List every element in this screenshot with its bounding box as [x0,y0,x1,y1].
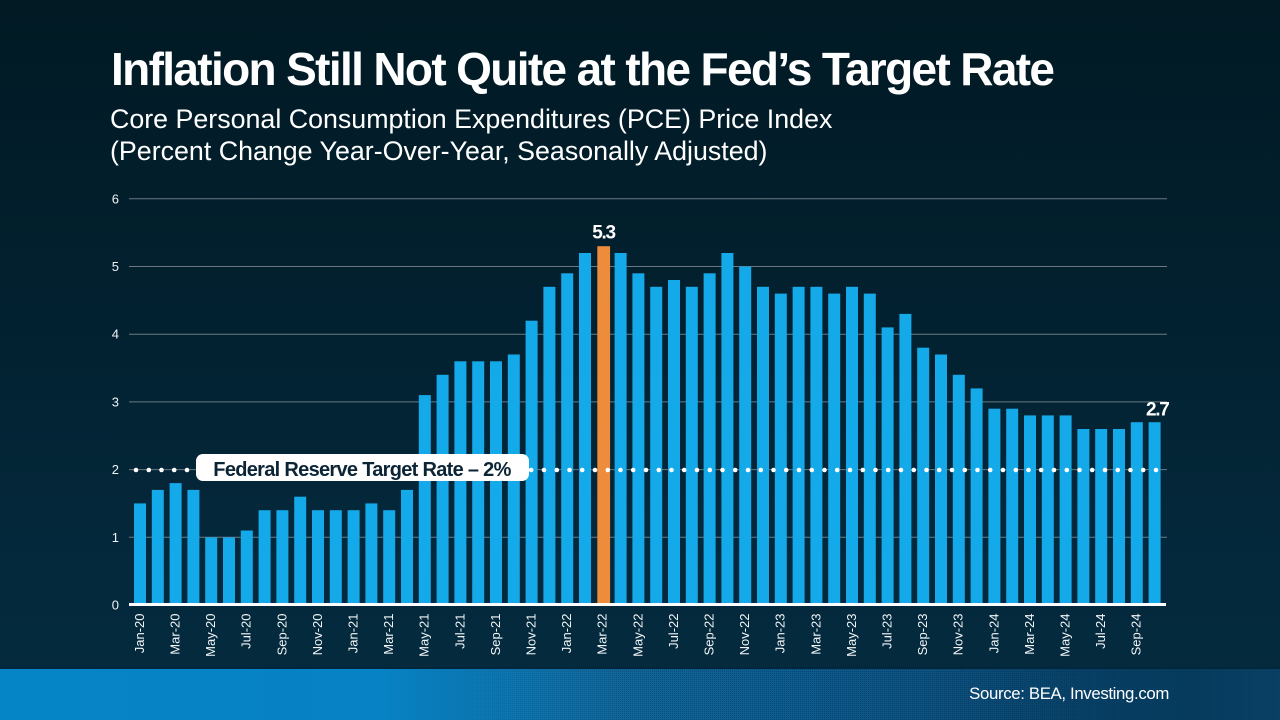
svg-text:Sep-20: Sep-20 [274,614,289,656]
svg-text:Nov-21: Nov-21 [524,614,539,656]
svg-text:3: 3 [112,394,119,409]
svg-text:5: 5 [112,259,119,274]
svg-text:Nov-22: Nov-22 [737,614,752,656]
svg-text:May-22: May-22 [630,614,645,657]
svg-text:May-20: May-20 [203,614,218,657]
svg-text:Nov-20: Nov-20 [310,614,325,656]
svg-text:Jan-22: Jan-22 [559,614,574,654]
svg-text:0: 0 [112,598,119,613]
svg-text:May-23: May-23 [844,614,859,657]
svg-text:Mar-23: Mar-23 [808,614,823,655]
svg-text:Sep-23: Sep-23 [915,614,930,656]
svg-text:2.7: 2.7 [1146,400,1169,421]
svg-text:Mar-20: Mar-20 [168,614,183,655]
svg-text:Sep-24: Sep-24 [1129,614,1144,656]
svg-text:Jul-22: Jul-22 [666,614,681,649]
svg-text:Jan-21: Jan-21 [346,614,361,654]
svg-text:Federal Reserve Target Rate –: Federal Reserve Target Rate – 2% [213,459,511,481]
svg-text:Jul-24: Jul-24 [1093,614,1108,649]
svg-text:May-24: May-24 [1058,614,1073,657]
svg-text:5.3: 5.3 [592,223,615,244]
svg-text:4: 4 [112,327,119,342]
svg-text:6: 6 [112,191,119,206]
svg-text:Jul-20: Jul-20 [239,614,254,649]
svg-text:Sep-22: Sep-22 [702,614,717,656]
svg-text:1: 1 [112,530,119,545]
svg-text:Jan-24: Jan-24 [986,614,1001,654]
svg-text:Jan-20: Jan-20 [132,614,147,654]
svg-text:Sep-21: Sep-21 [488,614,503,656]
svg-text:Jan-23: Jan-23 [773,614,788,654]
svg-text:Jul-21: Jul-21 [452,614,467,649]
svg-text:Jul-23: Jul-23 [880,614,895,649]
svg-text:2: 2 [112,462,119,477]
svg-text:Mar-22: Mar-22 [595,614,610,655]
svg-text:Mar-24: Mar-24 [1022,614,1037,655]
svg-text:Mar-21: Mar-21 [381,614,396,655]
svg-text:Nov-23: Nov-23 [951,614,966,656]
svg-text:May-21: May-21 [417,614,432,657]
